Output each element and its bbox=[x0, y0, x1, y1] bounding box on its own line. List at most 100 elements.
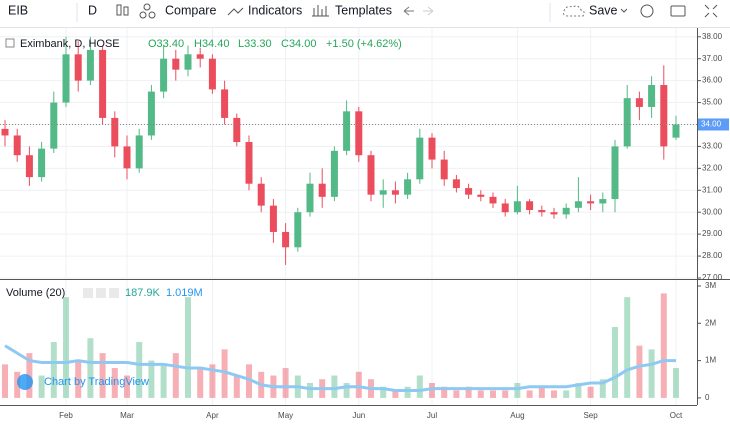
candle-body bbox=[452, 179, 460, 189]
volume-bar bbox=[343, 382, 350, 398]
x-tick-label: Oct bbox=[670, 411, 683, 420]
volume-bar bbox=[477, 390, 484, 398]
candle-body bbox=[574, 201, 582, 208]
volume-bar bbox=[87, 338, 94, 398]
volume-bar bbox=[136, 341, 143, 398]
candle-body bbox=[501, 203, 509, 213]
volume-bar bbox=[660, 293, 667, 398]
redo-icon[interactable] bbox=[423, 6, 434, 16]
y-tick-label: 27.00 bbox=[702, 273, 723, 282]
y-tick-label: 28.00 bbox=[702, 251, 723, 260]
snapshot-icon[interactable] bbox=[670, 5, 686, 17]
candle-body bbox=[282, 231, 290, 248]
watermark-logo bbox=[17, 374, 33, 390]
volume-bar bbox=[172, 353, 179, 398]
settings-icon[interactable] bbox=[640, 4, 654, 18]
plot bbox=[0, 36, 697, 398]
volume-bar bbox=[551, 390, 557, 398]
y-tick-label: 0 bbox=[705, 393, 710, 402]
volume-bar bbox=[441, 386, 448, 398]
y-tick-label: 35.00 bbox=[702, 98, 723, 107]
volume-bar bbox=[538, 386, 545, 398]
y-tick-label: 29.00 bbox=[702, 229, 723, 238]
templates-button[interactable]: Templates bbox=[335, 3, 392, 17]
close-icon[interactable] bbox=[109, 288, 119, 298]
y-tick-label: 38.00 bbox=[702, 32, 723, 41]
interval[interactable]: D bbox=[88, 3, 97, 17]
collapse-icon[interactable] bbox=[5, 38, 15, 48]
x-tick-label: Jun bbox=[352, 411, 365, 420]
volume-bar bbox=[282, 368, 289, 398]
compare-button[interactable]: Compare bbox=[165, 3, 216, 17]
candle-body bbox=[50, 102, 58, 149]
volume-bar bbox=[2, 364, 8, 398]
undo-icon[interactable] bbox=[403, 6, 414, 16]
candle-body bbox=[465, 188, 473, 195]
compare-icon[interactable] bbox=[139, 3, 156, 19]
candle-body bbox=[599, 199, 607, 204]
candle-body bbox=[318, 183, 326, 197]
candle-body bbox=[477, 194, 485, 197]
volume-bar bbox=[612, 327, 618, 398]
volume-bar bbox=[526, 390, 533, 398]
volume-bar bbox=[429, 382, 435, 398]
eye-icon[interactable] bbox=[83, 288, 93, 298]
x-tick-label: Jul bbox=[427, 411, 437, 420]
volume-bar bbox=[197, 368, 204, 398]
legend-high: H34.40 bbox=[194, 38, 229, 50]
candle-body bbox=[184, 54, 192, 70]
volume-bar bbox=[63, 297, 69, 398]
volume-bar bbox=[673, 368, 679, 398]
candle-body bbox=[294, 212, 302, 248]
x-tick-label: May bbox=[278, 411, 293, 420]
volume-bar bbox=[209, 364, 216, 398]
save-button[interactable]: Save bbox=[589, 3, 618, 17]
volume-bar bbox=[148, 360, 155, 398]
volume-bar bbox=[99, 353, 106, 398]
volume-bar bbox=[575, 382, 582, 398]
symbol[interactable]: EIB bbox=[8, 3, 28, 17]
volume-bar bbox=[636, 345, 643, 398]
templates-icon[interactable] bbox=[312, 5, 329, 17]
candle-body bbox=[623, 98, 631, 147]
y-tick-label: 30.00 bbox=[702, 207, 723, 216]
indicators-icon[interactable] bbox=[227, 7, 244, 16]
volume-bar bbox=[246, 364, 252, 398]
volume-bar bbox=[355, 371, 362, 398]
volume-bar bbox=[599, 379, 606, 398]
candle-body bbox=[562, 207, 570, 215]
candle-body bbox=[404, 179, 412, 195]
settings-icon[interactable] bbox=[96, 288, 106, 298]
series-title: Eximbank, D, HOSE bbox=[20, 38, 120, 50]
volume-bar bbox=[124, 375, 130, 398]
volume-bar bbox=[392, 390, 399, 398]
volume-bar bbox=[648, 349, 655, 398]
candle-body bbox=[221, 89, 229, 118]
candle-body bbox=[648, 85, 656, 107]
save-menu-arrow[interactable] bbox=[620, 8, 628, 13]
candle-body bbox=[160, 58, 168, 92]
volume-bar bbox=[185, 297, 191, 398]
candle-body bbox=[379, 190, 387, 195]
last-price-box bbox=[698, 118, 729, 131]
volume-bar bbox=[404, 386, 411, 398]
volume-bar bbox=[75, 360, 82, 398]
x-tick-label: Feb bbox=[59, 411, 73, 420]
volume-bar bbox=[221, 349, 228, 398]
y-tick-label: 3M bbox=[705, 281, 716, 290]
candle-body bbox=[208, 58, 216, 90]
y-tick-label: 32.00 bbox=[702, 163, 723, 172]
fullscreen-icon[interactable] bbox=[704, 4, 718, 18]
chart-type-icon[interactable] bbox=[116, 4, 129, 16]
candle-body bbox=[367, 155, 375, 195]
candle-body bbox=[343, 111, 351, 151]
volume-legend: Volume (20) 187.9K 1.019M bbox=[6, 287, 203, 299]
cloud-icon[interactable] bbox=[563, 5, 585, 17]
candle-body bbox=[123, 146, 131, 169]
x-tick-label: Sep bbox=[583, 411, 598, 420]
toolbar: EIB D Compare Indicators Templates Save bbox=[0, 3, 730, 28]
candle-body bbox=[245, 142, 253, 184]
candle-body bbox=[513, 201, 521, 213]
volume-bar bbox=[416, 375, 423, 398]
indicators-button[interactable]: Indicators bbox=[248, 3, 302, 17]
